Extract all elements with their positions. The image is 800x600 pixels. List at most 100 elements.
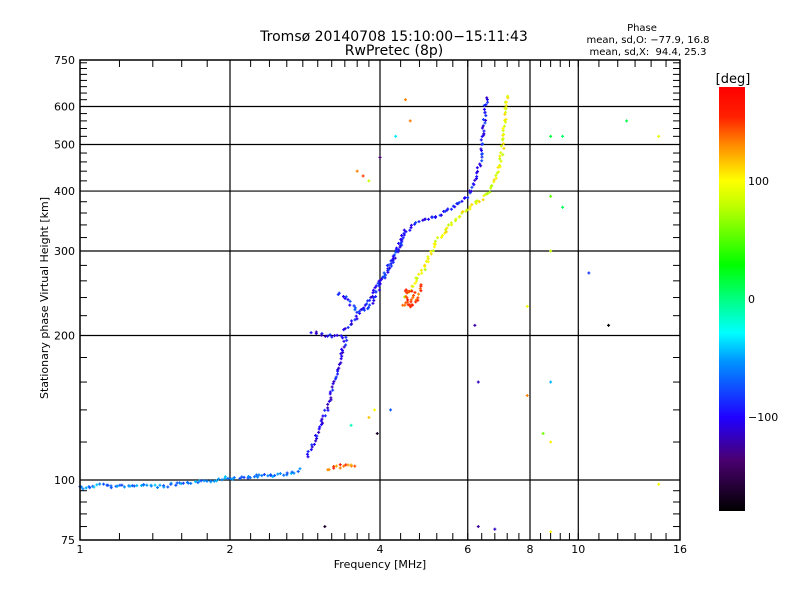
data-point — [433, 239, 437, 243]
data-point — [378, 155, 382, 159]
data-point — [481, 118, 485, 122]
data-point — [362, 306, 366, 310]
data-point — [282, 473, 286, 477]
data-point — [209, 480, 213, 484]
data-point — [342, 464, 346, 468]
data-point — [320, 417, 324, 421]
x-tick-label: 10 — [571, 543, 585, 556]
data-point — [330, 335, 334, 339]
colorbar-tick-label: 100 — [748, 175, 769, 188]
data-point — [309, 448, 313, 452]
y-tick-label: 750 — [54, 54, 75, 67]
data-point — [298, 467, 302, 471]
data-point — [377, 288, 381, 292]
data-point — [470, 203, 474, 207]
data-point — [404, 230, 408, 234]
data-point — [158, 483, 162, 487]
data-point — [498, 163, 502, 167]
data-point — [408, 228, 412, 232]
data-point — [365, 302, 369, 306]
y-tick-label: 200 — [54, 330, 75, 343]
data-point — [349, 423, 353, 427]
data-point — [95, 483, 99, 487]
data-point — [413, 291, 417, 295]
data-point — [253, 475, 257, 479]
data-point — [443, 209, 447, 213]
data-point — [189, 481, 193, 485]
data-point — [460, 199, 464, 203]
data-point — [205, 479, 209, 483]
data-point — [346, 298, 350, 302]
data-point — [417, 292, 421, 296]
data-point — [334, 375, 338, 379]
data-point — [419, 268, 423, 272]
data-point — [106, 483, 110, 487]
y-tick-label: 300 — [54, 245, 75, 258]
data-point — [476, 170, 480, 174]
data-point — [380, 277, 384, 281]
colorbar-tick-labels: 100 0 −100 — [748, 175, 778, 424]
data-point — [355, 310, 359, 314]
data-point — [499, 159, 503, 163]
data-point — [343, 327, 347, 331]
data-point — [445, 226, 449, 230]
data-point — [483, 121, 487, 125]
data-point — [226, 476, 230, 480]
data-point — [247, 474, 251, 478]
data-point — [479, 164, 483, 168]
data-point — [181, 481, 185, 485]
data-point — [115, 484, 119, 488]
data-point — [357, 309, 361, 313]
data-point — [403, 289, 407, 293]
data-point — [269, 474, 273, 478]
data-point — [369, 295, 373, 299]
data-point — [415, 279, 419, 283]
data-point — [473, 323, 477, 327]
data-point — [402, 228, 406, 232]
data-point — [415, 276, 419, 280]
data-point — [389, 262, 393, 266]
data-point — [480, 152, 484, 156]
data-point — [278, 472, 282, 476]
data-point — [242, 475, 246, 479]
data-point — [479, 138, 483, 142]
data-point — [332, 380, 336, 384]
data-point — [383, 274, 387, 278]
data-point — [395, 246, 399, 250]
data-point — [338, 466, 342, 470]
data-point — [440, 233, 444, 237]
y-tick-label: 400 — [54, 185, 75, 198]
data-point — [331, 388, 335, 392]
data-point — [135, 484, 139, 488]
data-point — [260, 474, 264, 478]
data-point — [373, 286, 377, 290]
data-point — [408, 119, 412, 123]
data-point — [444, 230, 448, 234]
data-point — [482, 132, 486, 136]
data-point — [81, 487, 85, 491]
data-point — [501, 153, 505, 157]
data-point — [461, 210, 465, 214]
data-point — [474, 201, 478, 205]
data-point — [457, 201, 461, 205]
data-point — [433, 245, 437, 249]
data-point — [166, 485, 170, 489]
data-point — [262, 472, 266, 476]
x-tick-label: 6 — [464, 543, 471, 556]
data-point — [431, 215, 435, 219]
data-point — [329, 396, 333, 400]
data-point — [489, 184, 493, 188]
data-point — [525, 394, 529, 398]
data-point — [336, 372, 340, 376]
x-tick-label: 8 — [527, 543, 534, 556]
data-point — [607, 323, 611, 327]
data-point — [485, 96, 489, 100]
data-point — [342, 339, 346, 343]
data-point — [454, 217, 458, 221]
data-point — [310, 443, 314, 447]
x-tick-label: 1 — [77, 543, 84, 556]
x-tick-label: 4 — [377, 543, 384, 556]
data-point — [457, 215, 461, 219]
data-point — [419, 283, 423, 287]
data-point — [368, 298, 372, 302]
